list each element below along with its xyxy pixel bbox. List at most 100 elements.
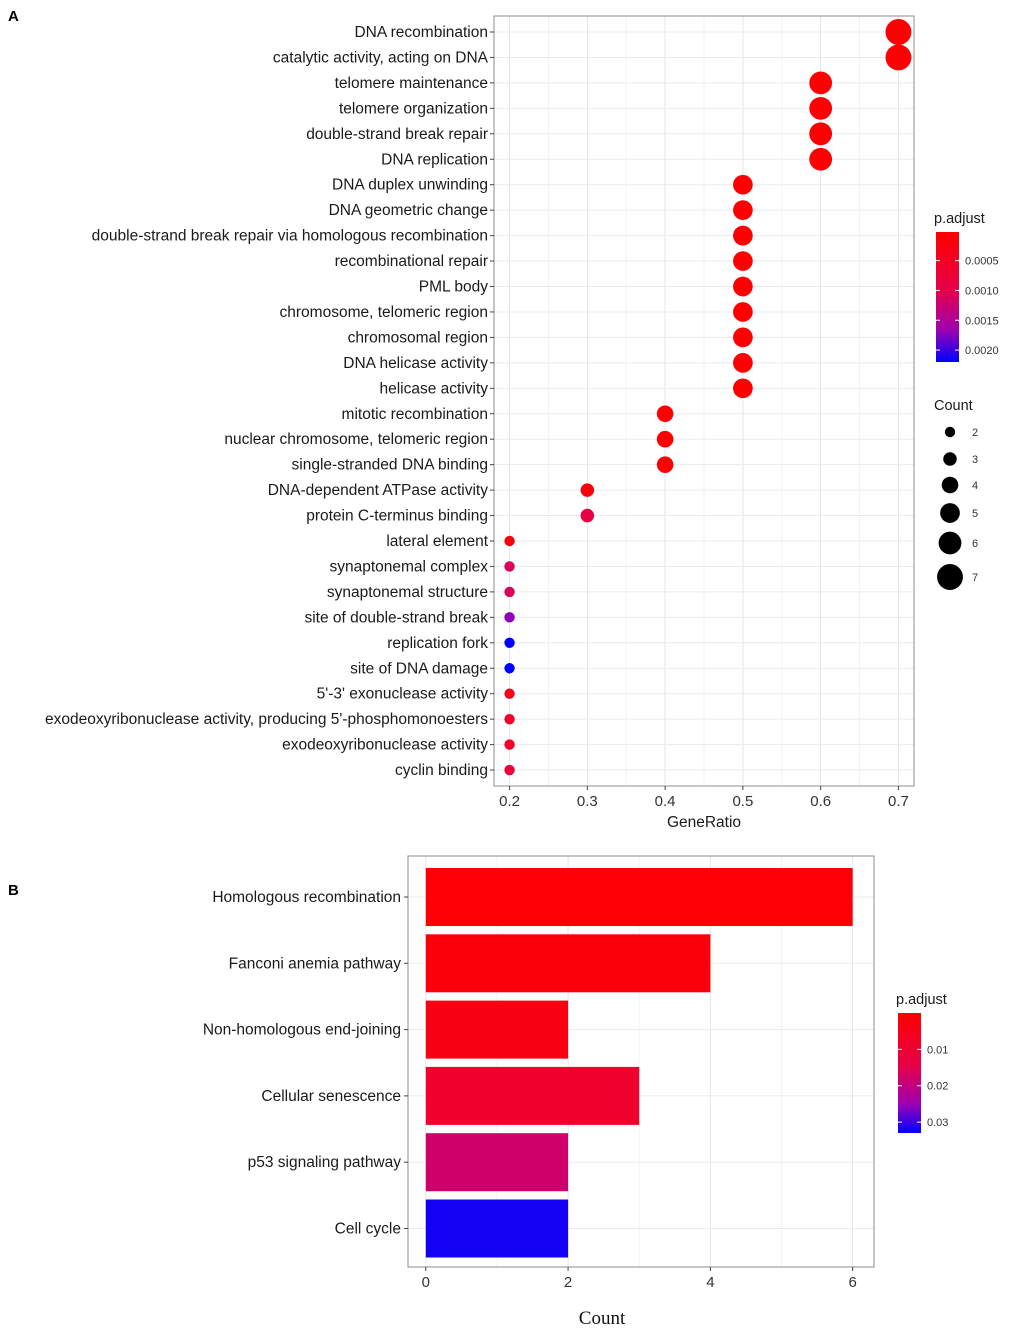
x-tick-label: 0.3 bbox=[577, 793, 598, 810]
data-point bbox=[504, 764, 515, 776]
bar bbox=[425, 1066, 640, 1125]
size-legend-label: 2 bbox=[972, 427, 978, 439]
y-tick-label: replication fork bbox=[387, 635, 488, 652]
size-legend-key bbox=[940, 503, 960, 523]
y-tick-label: 5'-3' exonuclease activity bbox=[317, 686, 489, 703]
color-bar-tick-label: 0.0005 bbox=[965, 256, 999, 268]
data-point bbox=[733, 174, 753, 195]
data-point bbox=[733, 200, 753, 220]
bar bbox=[425, 934, 711, 993]
data-point bbox=[504, 713, 515, 725]
x-tick-label: 0.7 bbox=[888, 793, 909, 810]
x-tick-label: 0.6 bbox=[810, 793, 831, 810]
data-point bbox=[504, 663, 515, 674]
panel-a-letter: A bbox=[8, 8, 19, 25]
bar-chart-panel-b: Homologous recombination Fanconi anemia p… bbox=[203, 855, 948, 1329]
data-point bbox=[733, 378, 753, 399]
y-tick-label: chromosome, telomeric region bbox=[280, 304, 488, 321]
data-point bbox=[733, 276, 753, 297]
data-point bbox=[656, 405, 674, 423]
y-tick-label: Homologous recombination bbox=[212, 889, 401, 906]
color-legend-title: p.adjust bbox=[934, 211, 985, 227]
data-point bbox=[504, 688, 515, 699]
x-axis-title: GeneRatio bbox=[667, 814, 741, 831]
y-tick-label: DNA recombination bbox=[354, 24, 488, 41]
color-legend-title: p.adjust bbox=[896, 992, 947, 1008]
data-point bbox=[885, 19, 912, 45]
size-legend-label: 6 bbox=[972, 538, 978, 550]
data-point bbox=[733, 225, 753, 246]
size-legend-key bbox=[937, 564, 963, 590]
y-tick-label: lateral element bbox=[386, 533, 488, 550]
y-tick-label: single-stranded DNA binding bbox=[292, 457, 488, 474]
data-point bbox=[580, 483, 595, 497]
y-tick-label: DNA replication bbox=[381, 151, 488, 168]
x-tick-label: 0 bbox=[422, 1274, 430, 1291]
plot-border bbox=[407, 855, 875, 1268]
y-tick-label: telomere maintenance bbox=[335, 75, 488, 92]
y-tick-label: synaptonemal structure bbox=[327, 584, 488, 601]
panel-b-letter: B bbox=[8, 882, 19, 899]
y-tick-label: DNA geometric change bbox=[329, 202, 488, 219]
x-tick-label: 4 bbox=[706, 1274, 714, 1291]
y-tick-label: double-strand break repair via homologou… bbox=[92, 228, 488, 245]
y-tick-label: site of double-strand break bbox=[304, 609, 488, 626]
data-point bbox=[733, 353, 753, 373]
y-tick-label: DNA helicase activity bbox=[343, 355, 488, 372]
bar bbox=[425, 1199, 569, 1258]
x-tick-label: 6 bbox=[848, 1274, 856, 1291]
data-point bbox=[504, 586, 515, 598]
plot-border bbox=[493, 15, 915, 787]
data-point bbox=[809, 147, 833, 171]
y-tick-label: DNA duplex unwinding bbox=[332, 177, 488, 194]
y-tick-label: exodeoxyribonuclease activity bbox=[282, 737, 488, 754]
y-tick-label: Non-homologous end-joining bbox=[203, 1022, 401, 1039]
y-tick-label: chromosomal region bbox=[348, 329, 488, 346]
x-tick-label: 0.2 bbox=[499, 793, 520, 810]
size-legend-label: 3 bbox=[972, 454, 978, 466]
y-tick-label: catalytic activity, acting on DNA bbox=[273, 49, 489, 66]
y-tick-label: DNA-dependent ATPase activity bbox=[268, 482, 489, 499]
y-tick-label: helicase activity bbox=[379, 380, 488, 397]
size-legend-label: 5 bbox=[972, 508, 978, 520]
bar bbox=[425, 868, 853, 926]
y-tick-label: exodeoxyribonuclease activity, producing… bbox=[45, 711, 488, 728]
x-tick-label: 0.4 bbox=[655, 793, 676, 810]
y-tick-label: protein C-terminus binding bbox=[306, 508, 488, 525]
size-legend-key bbox=[943, 452, 957, 466]
data-point bbox=[885, 44, 912, 71]
data-point bbox=[504, 612, 515, 623]
data-point bbox=[733, 302, 753, 322]
data-point bbox=[809, 96, 833, 120]
color-bar bbox=[936, 232, 959, 362]
data-point bbox=[809, 71, 833, 95]
y-tick-label: nuclear chromosome, telomeric region bbox=[224, 431, 488, 448]
x-tick-label: 2 bbox=[564, 1274, 572, 1291]
color-bar-tick-label: 0.03 bbox=[927, 1117, 948, 1129]
color-bar-tick-label: 0.02 bbox=[927, 1081, 948, 1093]
y-tick-label: p53 signaling pathway bbox=[248, 1154, 402, 1171]
y-tick-label: recombinational repair bbox=[335, 253, 488, 270]
y-tick-label: PML body bbox=[419, 279, 488, 296]
data-point bbox=[656, 430, 674, 448]
data-point bbox=[504, 739, 515, 750]
data-point bbox=[733, 327, 753, 348]
color-bar-tick-label: 0.0010 bbox=[965, 285, 999, 297]
y-tick-label: Cellular senescence bbox=[261, 1088, 401, 1105]
data-point bbox=[504, 561, 515, 572]
x-axis-title: Count bbox=[579, 1308, 626, 1329]
y-tick-label: Fanconi anemia pathway bbox=[229, 955, 402, 972]
color-bar bbox=[898, 1013, 921, 1133]
data-point bbox=[580, 508, 595, 523]
size-legend-label: 4 bbox=[972, 480, 978, 492]
bar bbox=[425, 1000, 569, 1059]
y-tick-label: mitotic recombination bbox=[342, 406, 488, 423]
y-tick-label: synaptonemal complex bbox=[329, 558, 488, 575]
y-tick-label: cyclin binding bbox=[395, 762, 488, 779]
data-point bbox=[504, 535, 515, 547]
y-tick-label: telomere organization bbox=[339, 100, 488, 117]
data-point bbox=[504, 637, 515, 648]
x-tick-label: 0.5 bbox=[732, 793, 753, 810]
size-legend-key bbox=[944, 426, 956, 438]
